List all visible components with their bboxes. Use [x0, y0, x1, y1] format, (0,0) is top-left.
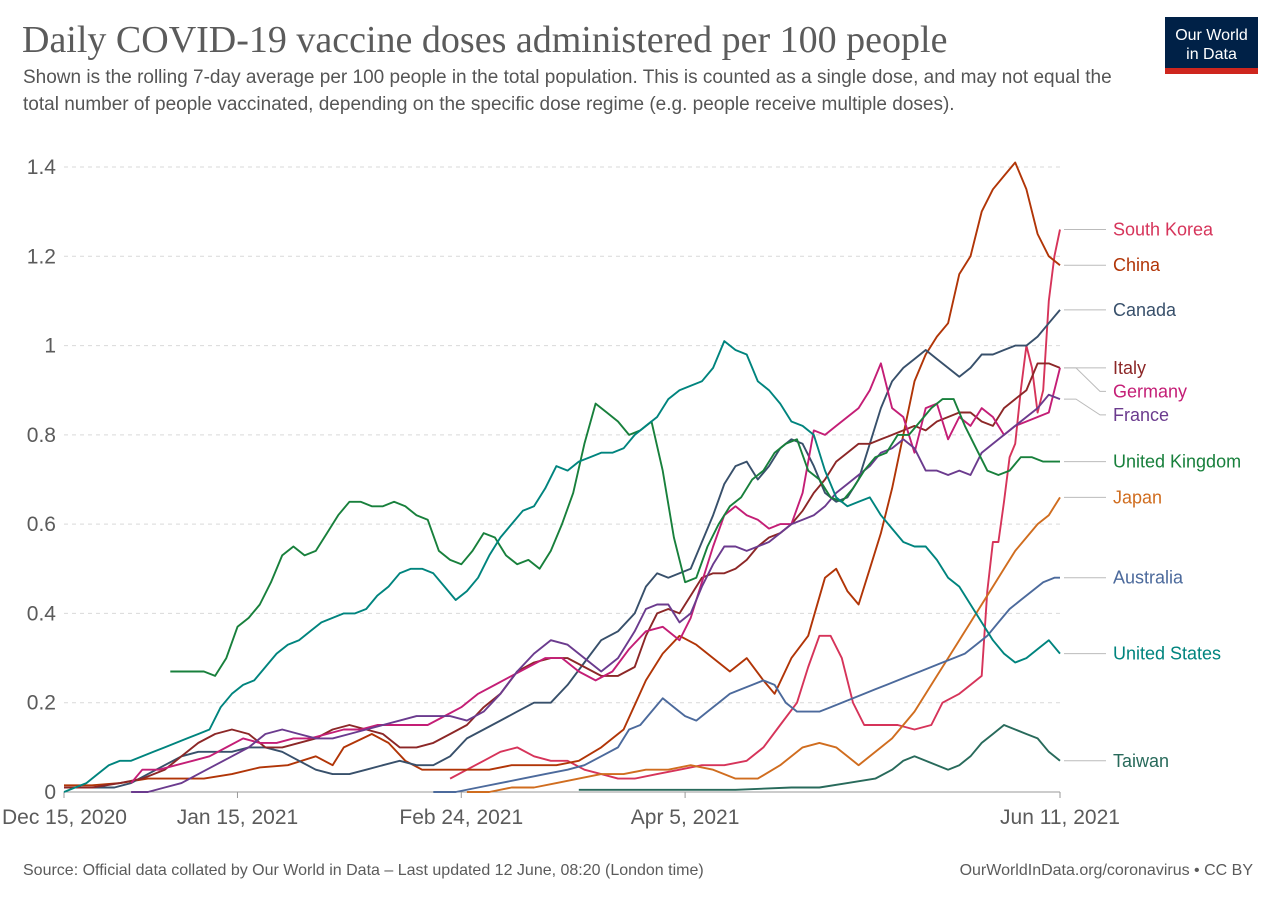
y-tick-label: 1.2 — [27, 245, 56, 268]
y-tick-label: 1.4 — [27, 156, 57, 179]
grid-lines — [64, 166, 1060, 793]
legend-label: South Korea — [1113, 220, 1214, 240]
legend-label: United Kingdom — [1113, 452, 1241, 472]
x-tick-label: Feb 24, 2021 — [399, 806, 523, 829]
footer-link[interactable]: OurWorldInData.org/coronavirus • CC BY — [959, 862, 1253, 879]
source-note: Source: Official data collated by Our Wo… — [23, 862, 704, 879]
owid-logo[interactable]: Our World in Data — [1165, 17, 1258, 74]
chart-title: Daily COVID-19 vaccine doses administere… — [22, 19, 948, 61]
logo-line-2: in Data — [1186, 46, 1237, 63]
series-line — [64, 161, 1061, 787]
legend-label: China — [1113, 255, 1161, 275]
logo-accent-bar — [1165, 68, 1258, 74]
y-axis-ticks: 0 0.2 0.4 0.6 0.8 1 1.2 1.4 — [27, 156, 57, 804]
series-line — [466, 496, 1061, 793]
legend-label: Italy — [1113, 358, 1146, 378]
series-line — [170, 398, 1060, 677]
series-line — [64, 362, 1061, 789]
x-tick-label: Apr 5, 2021 — [631, 806, 740, 829]
y-tick-label: 0.2 — [27, 692, 56, 715]
y-tick-label: 0.8 — [27, 424, 56, 447]
x-tick-label: Dec 15, 2020 — [2, 806, 127, 829]
legend-label: Australia — [1113, 568, 1184, 588]
series-line — [578, 724, 1061, 791]
series-line — [433, 576, 1060, 793]
y-tick-label: 1 — [44, 335, 56, 358]
legend-label: Taiwan — [1113, 751, 1169, 771]
y-tick-label: 0 — [44, 781, 56, 804]
legend-label: Germany — [1113, 381, 1187, 401]
y-tick-label: 0.4 — [27, 602, 57, 625]
series-line — [449, 229, 1061, 780]
legend-label: Japan — [1113, 487, 1162, 507]
x-tick-label: Jun 11, 2021 — [1000, 806, 1120, 829]
legend-label: United States — [1113, 644, 1221, 664]
logo-line-1: Our World — [1175, 27, 1248, 44]
series-line — [131, 393, 1061, 793]
series-line — [63, 340, 1061, 793]
legend-leader-line — [1064, 398, 1106, 416]
legend-label: France — [1113, 405, 1169, 425]
chart-subtitle: Shown is the rolling 7-day average per 1… — [23, 67, 1112, 115]
y-tick-label: 0.6 — [27, 513, 56, 536]
legend: South Korea China Canada Italy Germany France… — [1064, 220, 1241, 771]
legend-label: Canada — [1113, 300, 1177, 320]
x-axis-ticks: Dec 15, 2020 Jan 15, 2021 Feb 24, 2021 Apr … — [2, 792, 1120, 829]
series-line — [130, 362, 1061, 784]
legend-leader-line — [1064, 367, 1106, 392]
x-tick-label: Jan 15, 2021 — [177, 806, 298, 829]
series-lines — [63, 161, 1061, 793]
logo-text: Our World in Data — [1165, 26, 1258, 64]
